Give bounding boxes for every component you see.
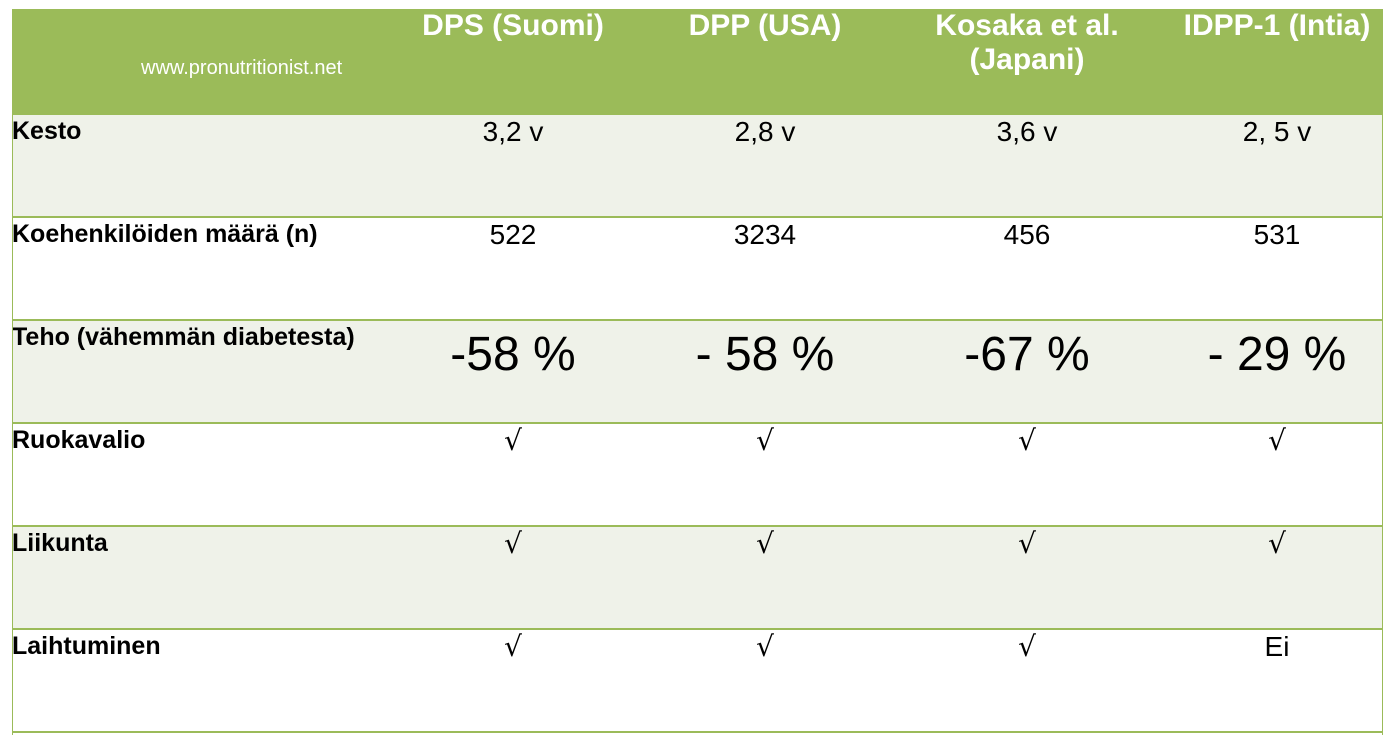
table-row: Ruokavalio √ √ √ √ bbox=[12, 423, 1383, 527]
table-cell: 522 bbox=[379, 217, 647, 321]
table-cell: - 58 % bbox=[647, 320, 883, 424]
table-cell: 2, 5 v bbox=[1171, 114, 1383, 218]
table-cell: 531 bbox=[1171, 217, 1383, 321]
checkmark-cell: √ bbox=[883, 526, 1171, 630]
column-header-kosaka: Kosaka et al. (Japani) bbox=[883, 9, 1171, 115]
table-cell: 3,2 v bbox=[379, 114, 647, 218]
checkmark-cell: √ bbox=[1171, 526, 1383, 630]
row-label: Koehenkilöiden määrä (n) bbox=[12, 217, 379, 321]
table-row: Liikunta √ √ √ √ bbox=[12, 526, 1383, 630]
checkmark-cell: √ bbox=[379, 423, 647, 527]
row-label: Liikunta bbox=[12, 526, 379, 630]
row-label: Laihtuminen bbox=[12, 629, 379, 733]
table-cell: 456 bbox=[883, 217, 1171, 321]
header-corner-cell: www.pronutritionist.net bbox=[12, 9, 379, 115]
checkmark-cell: √ bbox=[647, 629, 883, 733]
checkmark-cell: √ bbox=[883, 423, 1171, 527]
column-header-dpp: DPP (USA) bbox=[647, 9, 883, 115]
table-cell: Ei bbox=[1171, 629, 1383, 733]
row-label: Teho (vähemmän diabetesta) bbox=[12, 320, 379, 424]
checkmark-cell: √ bbox=[379, 526, 647, 630]
table-cell: -58 % bbox=[379, 320, 647, 424]
table-row: Koehenkilöiden määrä (n) 522 3234 456 53… bbox=[12, 217, 1383, 321]
table-cell: -67 % bbox=[883, 320, 1171, 424]
row-label: Kesto bbox=[12, 114, 379, 218]
checkmark-cell: √ bbox=[647, 423, 883, 527]
column-header-idpp: IDPP-1 (Intia) bbox=[1171, 9, 1383, 115]
table-cell: 3234 bbox=[647, 217, 883, 321]
table-cell: - 29 % bbox=[1171, 320, 1383, 424]
comparison-slide: www.pronutritionist.net DPS (Suomi) DPP … bbox=[12, 9, 1383, 735]
checkmark-cell: √ bbox=[1171, 423, 1383, 527]
checkmark-cell: √ bbox=[883, 629, 1171, 733]
table-cell: 3,6 v bbox=[883, 114, 1171, 218]
header-row: www.pronutritionist.net DPS (Suomi) DPP … bbox=[12, 9, 1383, 115]
column-header-dps: DPS (Suomi) bbox=[379, 9, 647, 115]
watermark-text: www.pronutritionist.net bbox=[141, 57, 343, 79]
study-comparison-table: www.pronutritionist.net DPS (Suomi) DPP … bbox=[12, 9, 1383, 733]
table-cell: 2,8 v bbox=[647, 114, 883, 218]
table-row: Kesto 3,2 v 2,8 v 3,6 v 2, 5 v bbox=[12, 114, 1383, 218]
checkmark-cell: √ bbox=[379, 629, 647, 733]
table-row: Laihtuminen √ √ √ Ei bbox=[12, 629, 1383, 733]
checkmark-cell: √ bbox=[647, 526, 883, 630]
table-row: Teho (vähemmän diabetesta) -58 % - 58 % … bbox=[12, 320, 1383, 424]
row-label: Ruokavalio bbox=[12, 423, 379, 527]
